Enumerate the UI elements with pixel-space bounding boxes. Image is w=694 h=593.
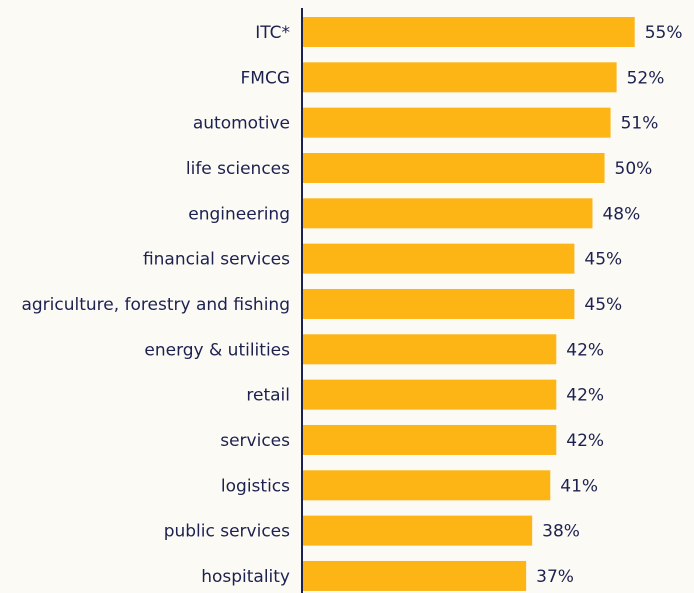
y-tick-label: life sciences [186,159,290,179]
bar [303,288,575,319]
data-label: 42% [566,431,604,451]
y-tick-label: hospitality [201,567,290,587]
data-label: 48% [602,204,640,224]
y-tick-label: automotive [193,114,290,134]
bar [303,17,635,47]
data-label: 42% [566,386,604,406]
bar [303,62,617,93]
y-tick-label: financial services [143,250,290,270]
y-tick-label: retail [246,386,290,406]
bar [303,152,605,183]
data-label: 55% [645,23,683,43]
bar [303,424,557,455]
bar [303,334,557,365]
y-tick-label: public services [164,522,290,542]
y-tick-label: engineering [188,204,290,224]
data-label: 37% [536,567,574,587]
data-label: 51% [621,114,659,134]
y-tick-label: ITC* [255,23,290,43]
y-tick-label: logistics [221,476,290,496]
bar [303,560,527,591]
y-tick-label: FMCG [241,68,291,88]
data-label: 45% [584,295,622,315]
data-label: 50% [615,159,653,179]
data-label: 52% [627,68,665,88]
bar [303,243,575,274]
data-label: 38% [542,522,580,542]
data-label: 42% [566,340,604,360]
y-tick-label: services [220,431,290,451]
data-label: 41% [560,476,598,496]
bar [303,107,611,138]
bar [303,515,533,546]
y-tick-label: energy & utilities [144,340,290,360]
bar [303,198,593,229]
data-label: 45% [584,250,622,270]
y-tick-label: agriculture, forestry and fishing [21,295,290,315]
bar [303,470,551,501]
bar [303,379,557,410]
